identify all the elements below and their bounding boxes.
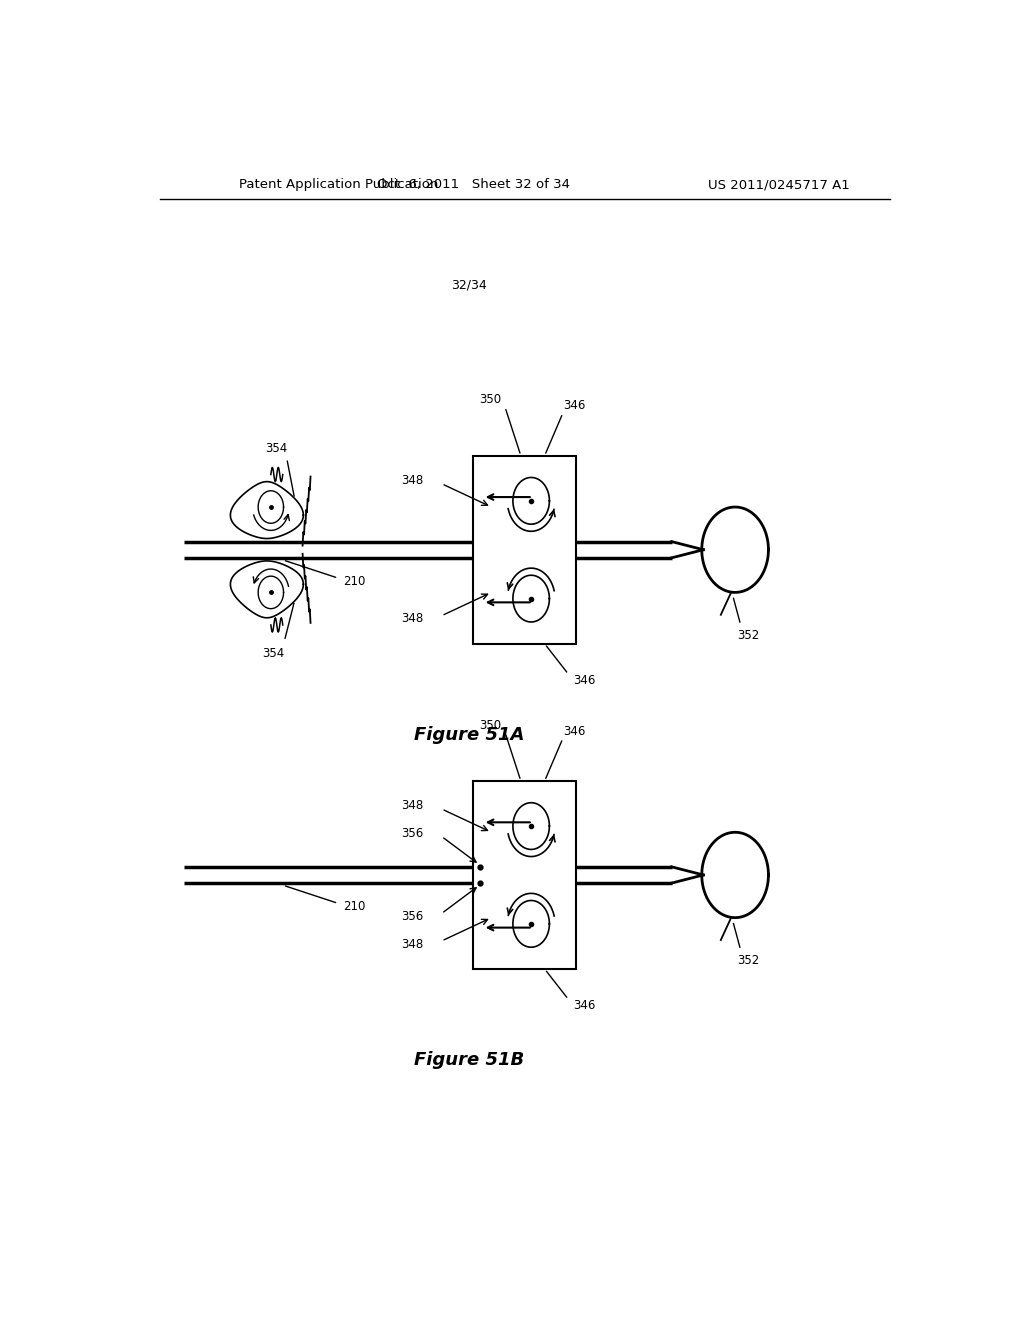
Bar (473, 781, 577, 969)
Text: Figure 51B: Figure 51B (414, 1052, 524, 1069)
Text: Figure 51A: Figure 51A (414, 726, 524, 744)
Text: 356: 356 (401, 826, 423, 840)
Text: 352: 352 (737, 954, 760, 966)
Text: 346: 346 (573, 999, 596, 1012)
Text: 348: 348 (401, 937, 423, 950)
Text: 354: 354 (262, 647, 285, 660)
Text: Patent Application Publication: Patent Application Publication (240, 178, 438, 191)
Text: 32/34: 32/34 (452, 279, 487, 292)
Text: 348: 348 (401, 474, 423, 487)
Polygon shape (230, 561, 303, 618)
Text: 348: 348 (401, 612, 423, 626)
Text: 352: 352 (737, 628, 760, 642)
Bar (473, 455, 577, 644)
Text: 350: 350 (479, 393, 502, 407)
Polygon shape (230, 482, 303, 539)
Text: 348: 348 (401, 800, 423, 812)
Text: 346: 346 (563, 400, 586, 412)
Text: 210: 210 (343, 900, 366, 913)
Text: 346: 346 (573, 673, 596, 686)
Text: Oct. 6, 2011   Sheet 32 of 34: Oct. 6, 2011 Sheet 32 of 34 (377, 178, 569, 191)
Text: 346: 346 (563, 725, 586, 738)
Text: US 2011/0245717 A1: US 2011/0245717 A1 (708, 178, 850, 191)
Text: 350: 350 (479, 718, 502, 731)
Text: 210: 210 (343, 574, 366, 587)
Text: 354: 354 (265, 442, 288, 454)
Text: 356: 356 (401, 909, 423, 923)
